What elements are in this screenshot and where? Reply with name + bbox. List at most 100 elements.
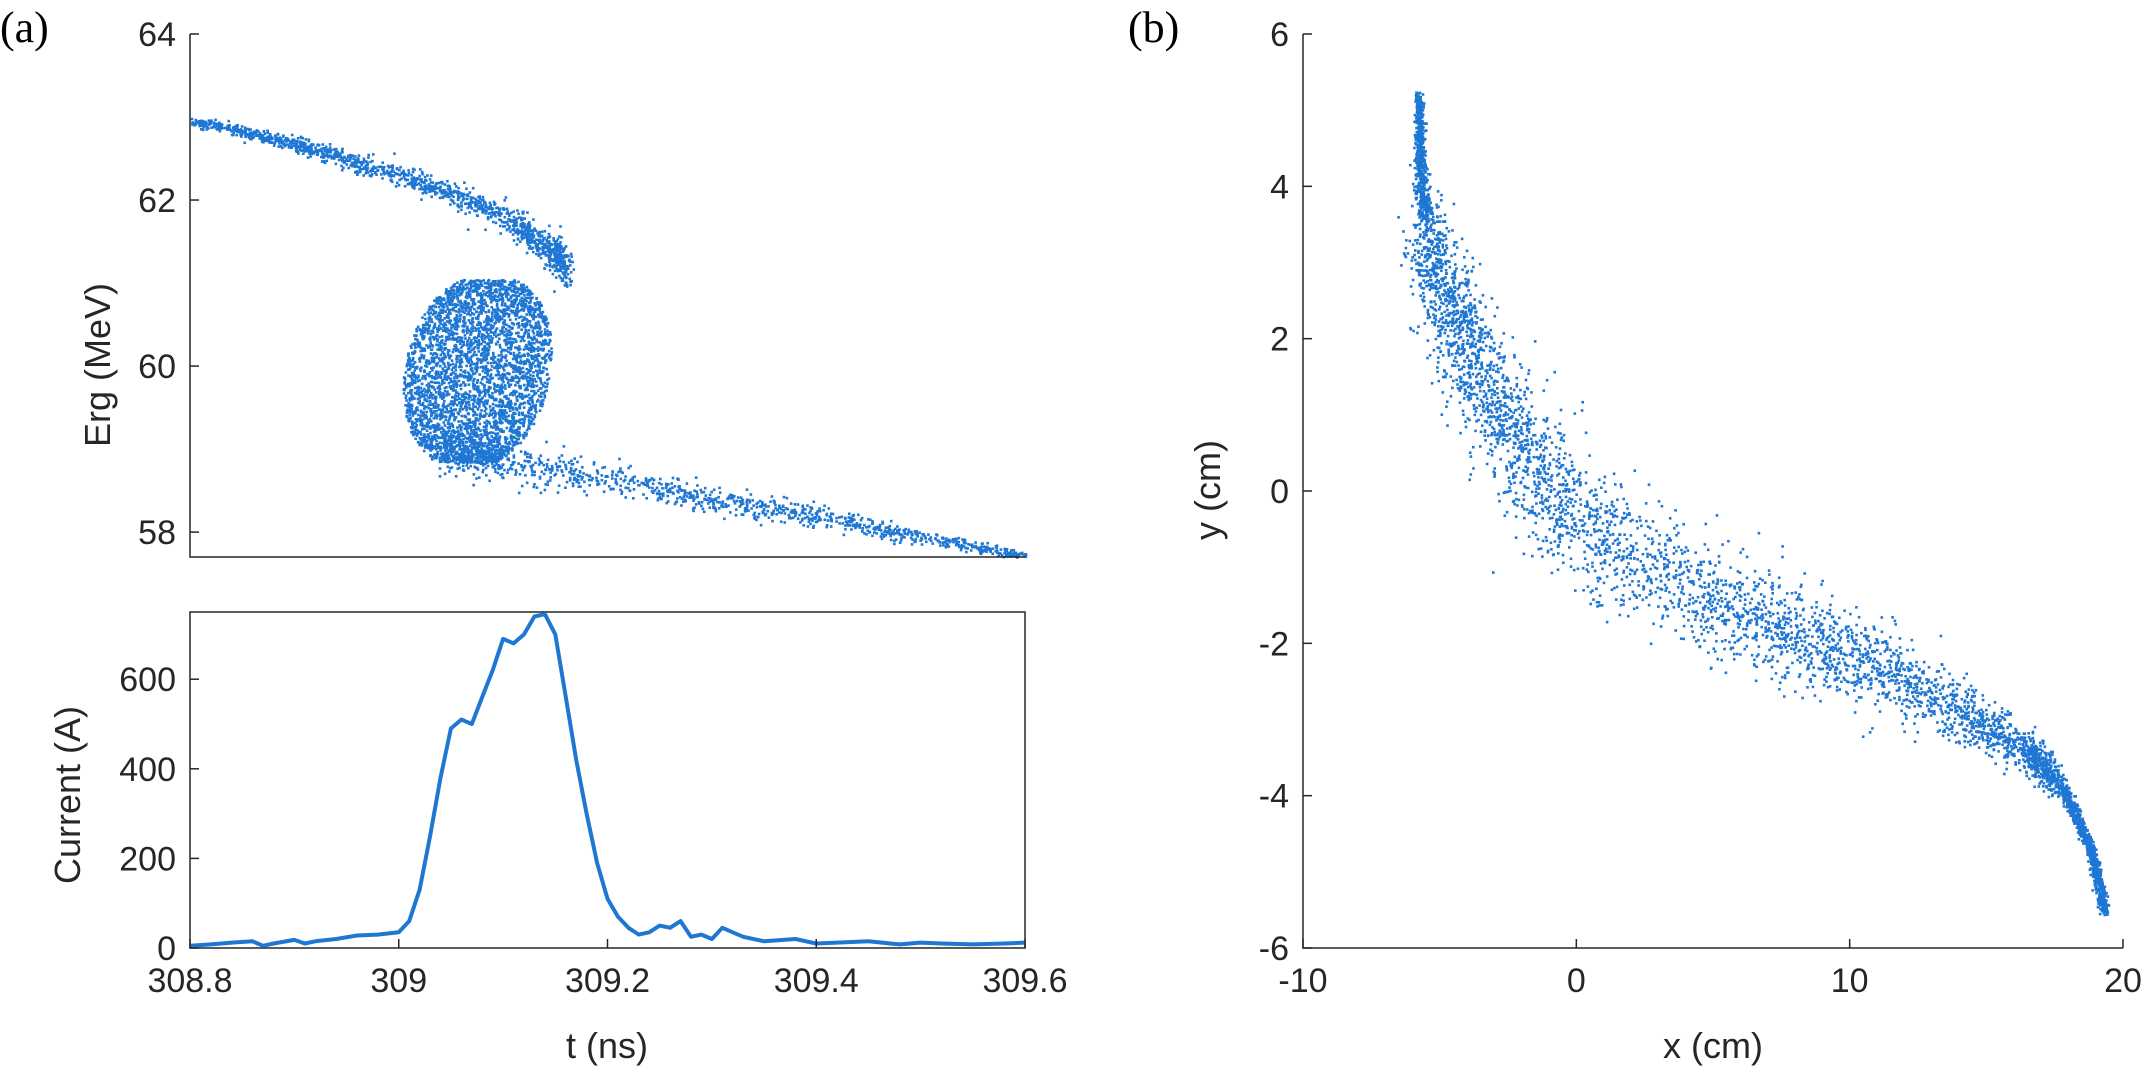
scatter-point [445, 447, 449, 451]
scatter-point [809, 522, 812, 526]
scatter-point [486, 456, 490, 459]
scatter-point [423, 313, 427, 316]
scatter-point [500, 356, 503, 360]
scatter-point [546, 264, 549, 267]
scatter-point [442, 402, 445, 406]
scatter-point [534, 229, 538, 232]
scatter-point [438, 373, 442, 377]
scatter-point [532, 485, 536, 489]
scatter-point [539, 332, 542, 336]
scatter-point [324, 149, 327, 152]
scatter-point [471, 402, 475, 406]
scatter-point [555, 264, 558, 268]
scatter-point [505, 454, 508, 458]
scatter-point [492, 200, 496, 204]
scatter-point [410, 378, 414, 382]
scatter-point [893, 542, 896, 546]
scatter-point [358, 166, 361, 169]
scatter-point [533, 378, 536, 381]
scatter-point [536, 247, 539, 251]
scatter-point [525, 343, 528, 347]
scatter-point [459, 438, 463, 442]
scatter-point [481, 338, 484, 341]
scatter-point [443, 374, 447, 377]
scatter-point [534, 315, 538, 318]
scatter-point [451, 330, 454, 334]
scatter-point [484, 466, 488, 470]
scatter-point [369, 170, 372, 173]
scatter-point [546, 458, 550, 462]
scatter-point [979, 552, 983, 556]
scatter-point [475, 202, 478, 205]
scatter-point [323, 155, 326, 158]
scatter-point [424, 191, 428, 195]
scatter-point [286, 143, 290, 146]
scatter-point [431, 369, 434, 372]
scatter-point [511, 408, 515, 411]
scatter-point [460, 414, 464, 418]
scatter-point [506, 442, 509, 445]
scatter-point [414, 180, 417, 183]
scatter-point [570, 459, 573, 463]
scatter-point [420, 366, 423, 369]
scatter-point [498, 448, 502, 451]
scatter-point [439, 449, 442, 452]
scatter-point [339, 155, 342, 158]
scatter-point [514, 365, 517, 368]
scatter-point [453, 189, 456, 193]
scatter-point [298, 148, 302, 152]
scatter-point [478, 391, 481, 395]
scatter-point [393, 152, 396, 155]
scatter-point [518, 324, 521, 328]
scatter-point [460, 432, 464, 435]
scatter-point [624, 475, 627, 478]
scatter-point [482, 279, 485, 282]
scatter-point [301, 136, 304, 140]
scatter-point [439, 345, 443, 348]
scatter-point [766, 509, 770, 513]
scatter-point [286, 137, 290, 141]
scatter-point [666, 494, 670, 498]
scatter-point [394, 172, 398, 175]
scatter-point [822, 508, 825, 512]
scatter-point [629, 464, 632, 468]
scatter-point [477, 300, 480, 303]
scatter-point [548, 354, 552, 357]
scatter-point [502, 207, 505, 211]
scatter-point [471, 201, 475, 204]
scatter-point [366, 163, 369, 167]
scatter-point [250, 137, 253, 141]
scatter-point [458, 360, 462, 364]
scatter-point [320, 150, 324, 154]
scatter-point [412, 176, 415, 179]
scatter-point [779, 507, 783, 511]
scatter-point [745, 504, 749, 508]
scatter-point [501, 299, 505, 302]
scatter-point [444, 302, 448, 305]
scatter-point [477, 327, 480, 330]
scatter-point [792, 511, 795, 515]
scatter-point [448, 192, 451, 195]
scatter-point [505, 212, 509, 215]
scatter-point [389, 179, 392, 182]
scatter-point [200, 128, 203, 131]
scatter-point [293, 144, 297, 148]
scatter-point [478, 399, 481, 402]
scatter-point [592, 463, 596, 466]
scatter-point [739, 503, 743, 507]
scatter-point [424, 374, 427, 378]
scatter-point [444, 436, 447, 439]
scatter-point [465, 424, 468, 428]
scatter-point [897, 530, 900, 534]
scatter-point [269, 135, 272, 138]
scatter-point [624, 486, 627, 490]
scatter-point [328, 154, 331, 158]
scatter-point [486, 446, 489, 450]
scatter-point [867, 525, 870, 529]
scatter-point [526, 388, 529, 392]
scatter-point [285, 137, 288, 140]
scatter-point [504, 439, 507, 442]
scatter-point [431, 345, 435, 348]
scatter-point [358, 170, 362, 174]
scatter-point [470, 435, 474, 439]
